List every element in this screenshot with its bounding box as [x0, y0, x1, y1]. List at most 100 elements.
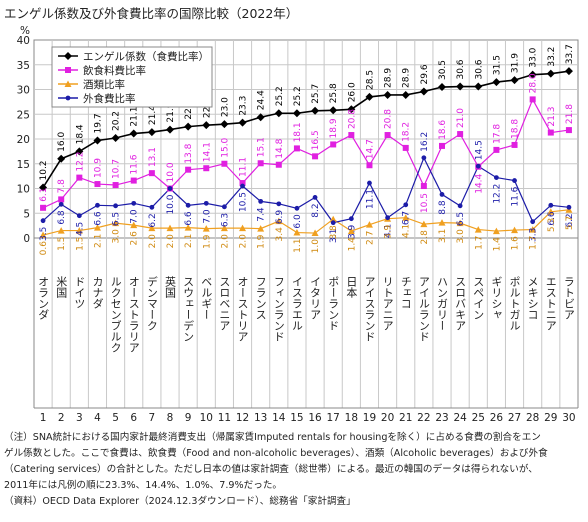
data-point [185, 166, 192, 173]
data-label: 3.0 [456, 229, 466, 244]
data-point [95, 202, 100, 208]
x-rank-label: 25 [472, 412, 485, 424]
data-point [330, 220, 336, 226]
data-label: 21.0 [456, 108, 466, 128]
x-rank-label: 3 [76, 412, 83, 424]
data-label: 18.4 [75, 124, 85, 144]
data-point [75, 227, 83, 234]
data-label: 6.6 [184, 211, 194, 226]
data-label: 6.0 [293, 214, 303, 229]
x-category-label: フィンランド [272, 276, 285, 342]
data-label: 7.8 [57, 179, 67, 194]
data-point [456, 82, 465, 91]
x-category-label: ポルトガル [508, 276, 521, 331]
data-point [166, 125, 174, 134]
x-category-label: リトアニア [381, 276, 394, 331]
data-point [57, 154, 66, 163]
data-label: 23.0 [220, 97, 230, 117]
data-point [293, 229, 301, 236]
x-category-label: ドイツ [73, 276, 86, 309]
x-rank-label: 18 [345, 412, 358, 424]
data-point [147, 128, 156, 137]
data-label: 8.8 [438, 200, 448, 215]
data-point [492, 227, 500, 235]
y-tick-label: 25 [17, 109, 30, 121]
data-label: 2.6 [130, 231, 140, 246]
data-label: 1.7 [474, 236, 484, 250]
data-point [329, 215, 337, 223]
data-label: 7.4 [257, 207, 267, 222]
data-point [203, 200, 209, 206]
data-point [329, 106, 338, 115]
data-point [130, 177, 137, 184]
data-label: 16.5 [311, 130, 321, 150]
data-label: 1.9 [257, 234, 267, 249]
data-label: 6.9 [275, 210, 285, 225]
data-label: 2.1 [184, 234, 194, 248]
note-line: ゲル係数とした。ここで食費は、飲食費（Food and non-alcoholi… [4, 448, 548, 459]
data-label: 7.0 [130, 209, 140, 224]
data-label: 17.8 [492, 124, 502, 144]
x-rank-label: 7 [149, 412, 156, 424]
data-point [565, 127, 572, 134]
y-tick-label: 40 [17, 35, 30, 47]
data-label: 18.8 [511, 119, 521, 139]
data-label: 29.6 [420, 64, 430, 84]
data-label: 2.0 [239, 234, 249, 249]
x-rank-label: 6 [130, 412, 137, 424]
data-point [130, 221, 138, 229]
data-point [311, 229, 319, 237]
data-point [512, 178, 517, 183]
data-point [40, 204, 47, 211]
data-label: 6.6 [93, 211, 103, 226]
data-label: 3.9 [384, 224, 394, 239]
data-label: 16.2 [420, 132, 430, 152]
data-point [419, 87, 428, 96]
data-label: 1.1 [293, 239, 303, 253]
data-point [312, 153, 319, 160]
y-tick-label: 0 [23, 233, 30, 245]
data-label: 28.9 [402, 68, 412, 88]
data-label: 6.1 [39, 187, 49, 201]
data-label: 1.5 [75, 237, 85, 251]
data-label: 20.8 [384, 109, 394, 129]
data-label: 15.0 [220, 137, 230, 157]
data-label: 1.5 [57, 237, 67, 251]
data-label: 19.7 [93, 113, 103, 133]
data-label: 2.0 [148, 234, 158, 249]
data-label: 10.9 [93, 158, 103, 178]
data-point [93, 224, 101, 231]
data-point [58, 196, 65, 203]
data-label: 28.9 [384, 68, 394, 88]
data-point [366, 162, 373, 169]
data-point [221, 160, 228, 167]
series-line [42, 156, 569, 224]
data-label: 14.8 [275, 138, 285, 158]
data-point [529, 96, 536, 103]
data-point [76, 174, 83, 181]
data-label: 6.6 [547, 211, 557, 226]
data-label: 3.0 [112, 229, 122, 244]
x-category-label: スロベニア [218, 276, 231, 331]
x-rank-label: 12 [236, 412, 249, 424]
x-category-label: 英国 [164, 275, 177, 299]
data-point [420, 183, 427, 190]
data-label: 10.5 [420, 193, 430, 213]
data-label: 11.1 [239, 157, 249, 177]
data-label: 1.0 [311, 239, 321, 254]
x-category-label: オーストリア [236, 276, 249, 342]
data-point [240, 183, 245, 189]
data-label: 20.8 [347, 109, 357, 129]
data-point [292, 109, 301, 118]
note-line: （Catering services）の合計とした。ただし日本の値は家計調査（総… [4, 464, 538, 475]
data-label: 30.6 [474, 59, 484, 79]
data-point [257, 225, 265, 232]
data-label: 16.0 [57, 131, 67, 151]
legend-box [51, 46, 213, 108]
data-label: 1.4 [492, 237, 502, 252]
data-point [457, 203, 463, 209]
data-label: 22.5 [184, 100, 194, 120]
data-point [39, 231, 47, 239]
x-rank-label: 10 [200, 412, 213, 424]
x-rank-label: 23 [435, 412, 448, 424]
